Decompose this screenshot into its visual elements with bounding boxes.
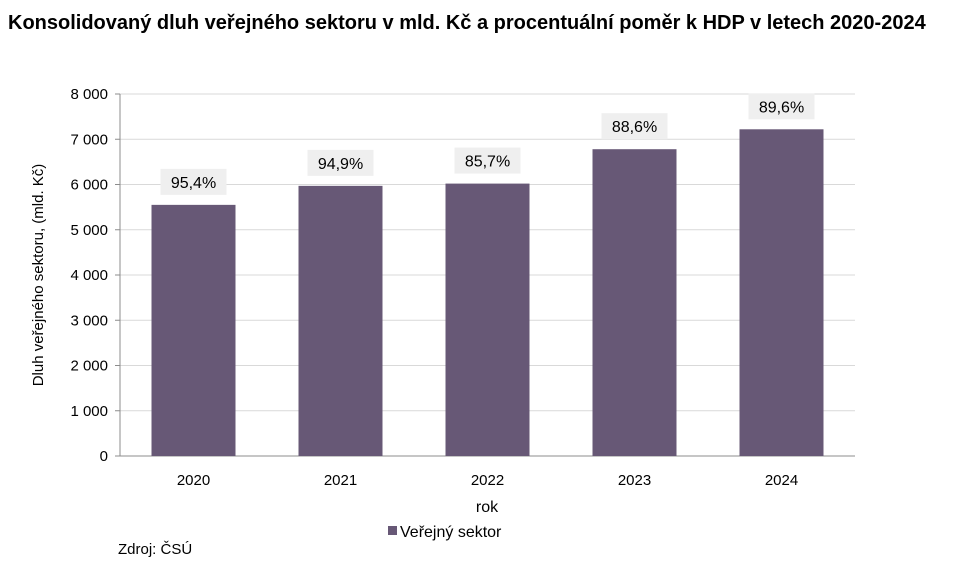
bar (445, 183, 530, 456)
y-axis-label: Dluh veřejného sektoru, (mld. Kč) (30, 164, 47, 387)
x-tick-label: 2023 (618, 472, 651, 489)
legend-label: Veřejný sektor (400, 524, 502, 541)
x-tick-label: 2022 (471, 472, 504, 489)
data-label-bg (748, 93, 815, 120)
y-tick-label: 1 000 (70, 403, 108, 420)
bar (739, 129, 824, 457)
y-tick-label: 5 000 (70, 222, 108, 239)
data-label: 95,4% (171, 175, 216, 192)
y-tick-label: 7 000 (70, 131, 108, 148)
y-tick-label: 4 000 (70, 267, 108, 284)
data-label: 85,7% (465, 154, 510, 171)
bars (151, 129, 824, 457)
bar (151, 204, 236, 456)
legend: Veřejný sektor (388, 524, 502, 541)
source-note: Zdroj: ČSÚ (118, 541, 193, 558)
x-axis-ticks: 2020 2021 2022 2023 2024 (177, 472, 798, 489)
data-label-bg (454, 147, 521, 174)
data-label-bg (160, 168, 227, 195)
legend-swatch (388, 526, 397, 535)
y-tick-label: 8 000 (70, 86, 108, 103)
x-tick-label: 2020 (177, 472, 210, 489)
data-label-bg (601, 113, 668, 140)
bar (592, 149, 677, 456)
y-tick-label: 2 000 (70, 358, 108, 375)
x-axis-label: rok (476, 499, 499, 516)
y-tick-label: 6 000 (70, 177, 108, 194)
data-label: 94,9% (318, 156, 363, 173)
bar (298, 185, 383, 457)
data-label: 89,6% (759, 99, 804, 116)
y-axis-ticks: 0 1 000 2 000 3 000 4 000 5 000 6 000 7 000 8 00… (70, 86, 121, 465)
data-labels: 95,4% 94,9% 85,7% 88,6% 89,6% (160, 93, 815, 195)
y-tick-label: 0 (100, 448, 108, 465)
data-label-bg (307, 149, 374, 176)
x-tick-label: 2021 (324, 472, 357, 489)
data-label: 88,6% (612, 119, 657, 136)
x-tick-label: 2024 (765, 472, 798, 489)
y-tick-label: 3 000 (70, 312, 108, 329)
chart-title: Konsolidovaný dluh veřejného sektoru v m… (8, 12, 926, 34)
